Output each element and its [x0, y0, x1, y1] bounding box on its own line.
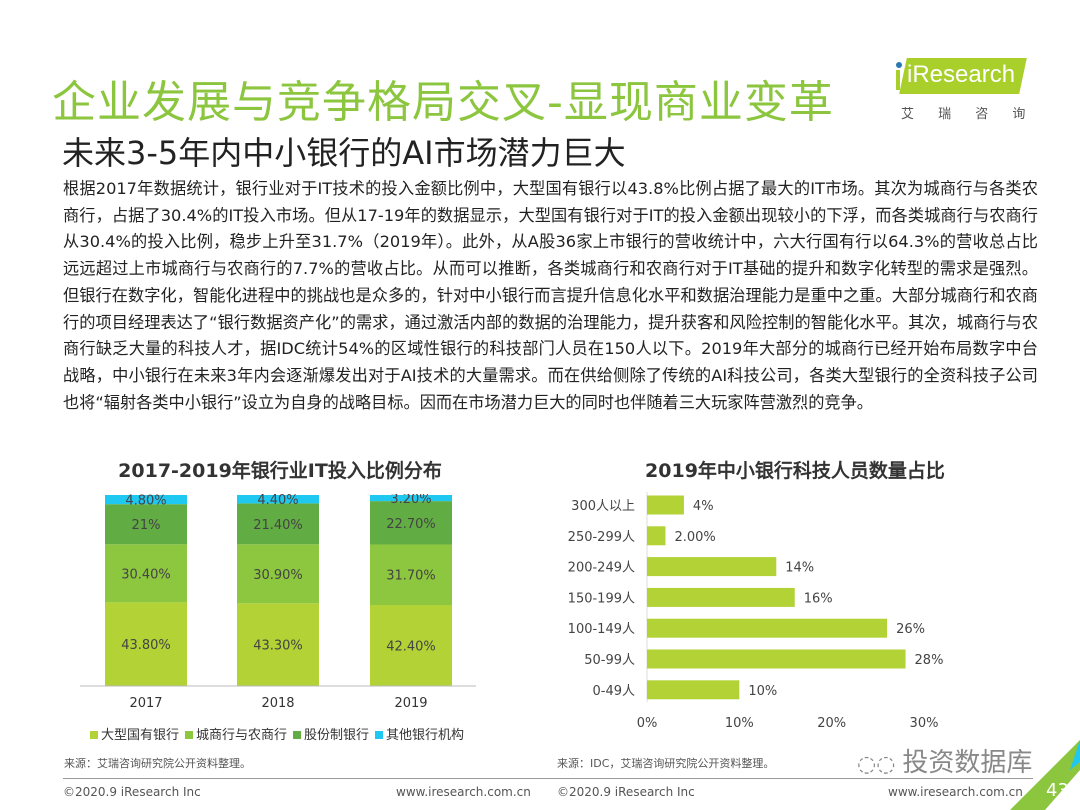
url-right: www.iresearch.com.cn: [888, 785, 1023, 799]
data-label: 28%: [915, 653, 944, 668]
bar: [647, 618, 888, 638]
y-tick-label: 50-99人: [584, 653, 635, 668]
page-number: 43: [1046, 780, 1069, 801]
x-tick-label: 20%: [817, 716, 846, 731]
y-tick-label: 300人以上: [571, 499, 635, 514]
data-label: 42.40%: [386, 640, 436, 655]
y-tick-label: 200-249人: [568, 561, 635, 576]
bar-segment: [370, 544, 452, 606]
data-label: 43.80%: [121, 638, 171, 653]
body-text: 根据2017年数据统计，银行业对于IT技术的投入金额比例中，大型国有银行以43.…: [63, 179, 1038, 412]
data-label: 21.40%: [253, 518, 303, 533]
legend-item: 股份制银行: [293, 724, 369, 743]
data-label: 30.90%: [253, 568, 303, 583]
y-tick-label: 0-49人: [592, 684, 635, 699]
copyright-right: ©2020.9 iResearch Inc: [557, 785, 695, 799]
wechat-icon: ◌◌: [857, 752, 903, 777]
legend-label: 其他银行机构: [386, 728, 465, 743]
source-right: 来源：IDC，艾瑞咨询研究院公开资料整理。: [557, 757, 775, 770]
data-label: 2.00%: [674, 530, 715, 545]
source-left: 来源：艾瑞咨询研究院公开资料整理。: [64, 757, 251, 770]
data-label: 31.70%: [386, 569, 436, 584]
x-tick-label: 0%: [637, 716, 658, 731]
chart2-title: 2019年中小银行科技人员数量占比: [645, 460, 945, 482]
data-label: 4.80%: [125, 494, 166, 509]
url-left: www.iresearch.com.cn: [396, 785, 531, 799]
data-label: 4%: [693, 499, 714, 514]
bar-segment: [237, 603, 319, 686]
watermark: ◌◌ 投资数据库: [857, 742, 1032, 779]
y-tick-label: 100-149人: [568, 622, 635, 637]
data-label: 10%: [748, 684, 777, 699]
data-label: 30.40%: [121, 567, 171, 582]
y-tick-label: 150-199人: [568, 591, 635, 606]
page-title: 企业发展与竞争格局交叉-显现商业变革: [52, 77, 834, 128]
bar: [647, 649, 906, 669]
chart1-legend: 大型国有银行 城商行与农商行 股份制银行 其他银行机构: [90, 724, 464, 743]
x-tick-label: 2017: [129, 696, 162, 711]
x-tick-label: 10%: [725, 716, 754, 731]
horizontal-bar-chart: 300人以上 4% 250-299人 2.00% 200-249人 14% 150-199人…: [550, 490, 970, 735]
bar: [647, 495, 684, 515]
bar-segment: [237, 544, 319, 604]
x-tick-label: 2018: [261, 696, 294, 711]
iresearch-logo: iResearch 艾 瑞 咨 询: [893, 58, 1028, 124]
logo-text: iResearch: [907, 61, 1016, 88]
data-label: 21%: [132, 518, 161, 533]
bar-segment: [105, 544, 187, 603]
legend-item: 大型国有银行: [90, 724, 179, 743]
data-label: 16%: [804, 591, 833, 606]
bar-segment: [370, 495, 452, 502]
bar-segment: [105, 504, 187, 545]
data-label: 4.40%: [257, 494, 298, 508]
bar-segment: [370, 501, 452, 545]
bar: [647, 587, 795, 607]
subtitle: 未来3-5年内中小银行的AI市场潜力巨大: [62, 134, 626, 172]
bar-segment: [370, 605, 452, 686]
bar-segment: [105, 495, 187, 505]
data-label: 43.30%: [253, 639, 303, 654]
bar: [647, 680, 740, 700]
bar: [647, 526, 666, 546]
legend-label: 大型国有银行: [101, 728, 180, 743]
corner-decoration: [1010, 740, 1080, 810]
footer-divider: [63, 778, 1033, 779]
legend-item: 其他银行机构: [375, 724, 464, 743]
data-label: 3.20%: [390, 494, 431, 507]
data-label: 14%: [785, 561, 814, 576]
bar-segment: [105, 602, 187, 686]
x-tick-label: 30%: [910, 716, 939, 731]
bar-segment: [237, 495, 319, 504]
y-tick-label: 250-299人: [568, 530, 635, 545]
bar: [647, 557, 777, 577]
stacked-bar-chart: 43.80% 30.40% 21% 4.80% 2017 43.30% 30.90% 21.4…: [80, 492, 480, 714]
logo-cn: 艾 瑞 咨 询: [901, 107, 1036, 122]
watermark-text: 投资数据库: [902, 748, 1033, 778]
chart1-title: 2017-2019年银行业IT投入比例分布: [118, 460, 442, 482]
copyright-left: ©2020.9 iResearch Inc: [63, 785, 201, 799]
bar-segment: [237, 503, 319, 545]
data-label: 22.70%: [386, 517, 436, 532]
legend-label: 股份制银行: [304, 728, 370, 743]
legend-label: 城商行与农商行: [196, 728, 288, 743]
data-label: 26%: [896, 622, 925, 637]
x-tick-label: 2019: [394, 696, 427, 711]
legend-item: 城商行与农商行: [185, 724, 287, 743]
